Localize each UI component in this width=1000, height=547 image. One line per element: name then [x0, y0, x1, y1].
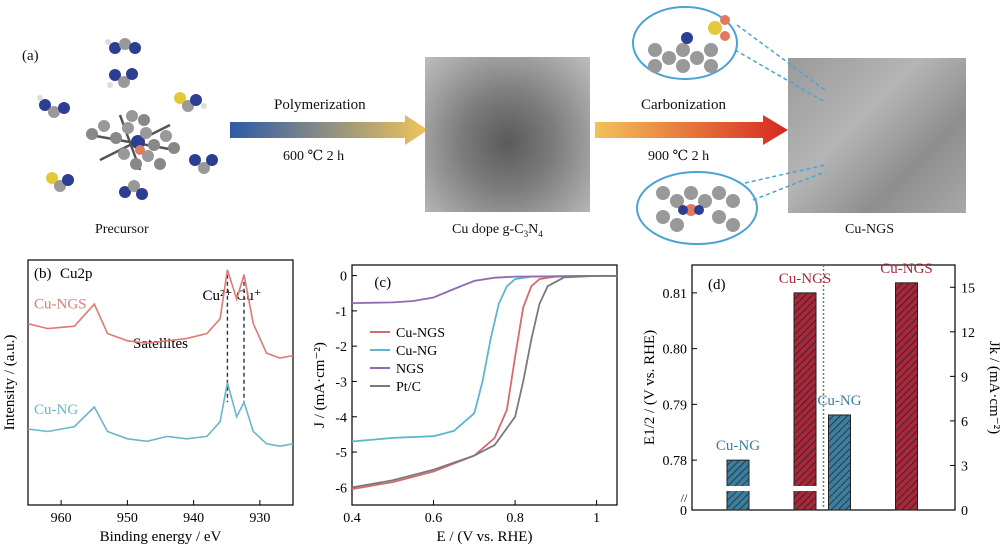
lsv-polarization-chart: 0.4 0.6 0.8 1 0 -1 -2 -3 -4 -5 -6 E / (V vs. RHE) J … [312, 264, 618, 545]
series-line-cu-ngs [27, 269, 294, 359]
bar-break-gap [788, 486, 822, 491]
x-tick-label: 0.6 [425, 511, 443, 526]
precursor-molecules-illustration [37, 38, 218, 200]
bar-cu-ngs [895, 282, 918, 511]
peak-annotation: Cu²⁺ Cu⁺ [203, 288, 262, 304]
series-line-ngs [351, 275, 617, 304]
legend-label: Pt/C [396, 380, 421, 395]
y-left-tick-label: 0.78 [663, 454, 688, 469]
x-tick-label: 940 [183, 511, 204, 526]
y-tick-label: -4 [335, 411, 347, 426]
y-left-axis-label: E1/2 / (V vs. RHE) [642, 330, 658, 445]
bar-label-cu-ng: Cu-NG [716, 438, 760, 454]
y-tick-label: -1 [335, 305, 347, 320]
intermediate-caption: Cu dope g-C3N4 [452, 222, 543, 239]
bar-break-gap [721, 486, 755, 491]
x-tick-label: 960 [51, 511, 72, 526]
bar-label-cu-ngs: Cu-NGS [779, 271, 832, 287]
carbonization-arrow [595, 115, 788, 145]
carbonization-condition: 900 ℃ 2 h [648, 149, 710, 164]
y-right-tick-label: 15 [961, 281, 975, 296]
x-axis-label: Binding energy / eV [100, 529, 222, 545]
y-right-tick-label: 6 [961, 415, 968, 430]
series-label-cu-ngs: Cu-NGS [34, 297, 87, 313]
bar-cu-ngs [793, 292, 817, 511]
satellites-annotation: Satellites [133, 336, 188, 352]
product-caption: Cu-NGS [845, 222, 895, 237]
x-tick-label: 0.8 [506, 511, 524, 526]
y-tick-label: -3 [335, 375, 347, 390]
y-right-tick-label: 3 [961, 459, 968, 474]
y-right-tick-label: 0 [961, 504, 968, 519]
x-tick-label: 1 [593, 511, 600, 526]
small-molecules [37, 38, 218, 200]
y-tick-label: -6 [335, 481, 347, 496]
plot-frame [351, 264, 618, 506]
x-axis-label: E / (V vs. RHE) [437, 529, 533, 545]
bar-cu-ng [726, 459, 750, 511]
series-line-cu-ngs [351, 275, 617, 490]
legend-label: Cu-NGS [396, 326, 445, 341]
x-tick-label: 950 [117, 511, 138, 526]
y-axis-label: J / (mA·cm⁻²) [312, 342, 328, 428]
panel-label: (b) [34, 266, 52, 282]
y-tick-label: 0 [340, 270, 347, 285]
carbonization-label: Carbonization [641, 97, 726, 113]
y-left-tick-label: 0.81 [663, 287, 688, 302]
legend-label: Cu-NG [396, 344, 437, 359]
y-left-tick-label: 0.80 [663, 343, 688, 358]
panel-label: (c) [374, 275, 391, 291]
y-right-tick-label: 9 [961, 370, 968, 385]
x-tick-label: 930 [249, 511, 270, 526]
axis-break-mark: // [681, 491, 688, 505]
polymerization-label: Polymerization [274, 97, 366, 113]
x-tick-label: 0.4 [343, 511, 361, 526]
series-line-cu-ng [27, 382, 294, 448]
precursor-caption: Precursor [95, 222, 149, 237]
cu-doped-g-c3n4-tem-image [425, 57, 590, 212]
bar-cu-ng [828, 414, 851, 511]
y-right-tick-label: 12 [961, 326, 975, 341]
xps-cu2p-chart: 960 950 940 930 Binding energy / eV Intensity… [2, 259, 294, 545]
panel-label: (d) [708, 277, 726, 293]
plot-frame [27, 259, 294, 506]
series-label-cu-ng: Cu-NG [34, 402, 78, 418]
series-line-cu-ng [351, 275, 617, 443]
y-left-tick-label: 0 [680, 504, 687, 519]
y-tick-label: -2 [335, 340, 347, 355]
bar-label-cu-ng: Cu-NG [817, 393, 861, 409]
panel-a-label: (a) [22, 48, 39, 64]
polymerization-arrow [230, 115, 428, 145]
y-tick-label: -5 [335, 446, 347, 461]
series-line-pt-c [351, 275, 617, 489]
y-left-tick-label: 0.79 [663, 398, 688, 413]
polymerization-condition: 600 ℃ 2 h [283, 149, 345, 164]
structure-insets [632, 6, 825, 245]
legend-label: NGS [396, 362, 424, 377]
chart-title: Cu2p [60, 266, 93, 282]
y-axis-label: Intensity / (a.u.) [2, 335, 18, 431]
y-right-axis-label: Jk / (mA·cm⁻²) [986, 341, 1000, 434]
bar-label-cu-ngs: Cu-NGS [880, 261, 933, 277]
